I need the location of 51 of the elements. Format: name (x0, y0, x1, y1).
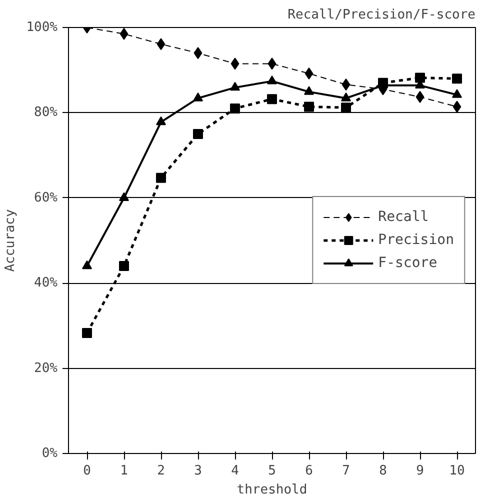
y-tick-label: 80% (34, 105, 58, 120)
point (341, 102, 351, 113)
x-tick-label: 5 (268, 464, 276, 478)
y-tick-label: 0% (42, 446, 58, 461)
legend-label: Precision (378, 232, 454, 248)
point (230, 82, 240, 91)
point (304, 102, 314, 112)
x-tick-label: 8 (379, 464, 387, 478)
point (452, 100, 462, 113)
point (452, 74, 462, 84)
y-tick-label: 40% (34, 276, 58, 291)
point (267, 75, 277, 84)
point (415, 72, 425, 83)
point (119, 192, 129, 201)
x-axis-title: threshold (236, 482, 308, 498)
point (156, 116, 166, 126)
point (304, 86, 314, 95)
point (341, 92, 351, 102)
x-tick-label: 1 (120, 464, 128, 478)
legend-label: F-score (378, 255, 438, 271)
legend-label: Recall (378, 209, 429, 225)
point (193, 129, 203, 139)
point (230, 103, 240, 114)
x-tick-label: 7 (342, 464, 350, 478)
chart-title: Recall/Precision/F-score (288, 8, 476, 22)
point (268, 58, 276, 70)
x-tick-label: 6 (305, 464, 313, 478)
point (156, 38, 166, 50)
x-tick-label: 9 (416, 464, 424, 478)
x-tick-label: 3 (194, 464, 202, 478)
x-tick-label: 10 (449, 464, 465, 478)
point (193, 92, 203, 102)
point (82, 260, 92, 270)
point (342, 78, 350, 91)
y-tick-label: 20% (34, 360, 58, 376)
x-tick-label: 2 (157, 464, 165, 478)
point (119, 261, 129, 272)
point (267, 94, 277, 104)
point (82, 328, 92, 338)
point (120, 28, 128, 40)
y-axis-title: Accuracy (3, 209, 18, 272)
point (452, 89, 462, 98)
y-tick-label: 100% (26, 20, 58, 35)
point (416, 90, 424, 103)
x-tick-label: 0 (83, 464, 91, 478)
y-tick-label: 60% (34, 190, 58, 206)
x-tick-label: 4 (231, 464, 240, 478)
point (156, 172, 166, 183)
point (304, 68, 314, 80)
point (194, 47, 202, 60)
point (230, 58, 240, 70)
